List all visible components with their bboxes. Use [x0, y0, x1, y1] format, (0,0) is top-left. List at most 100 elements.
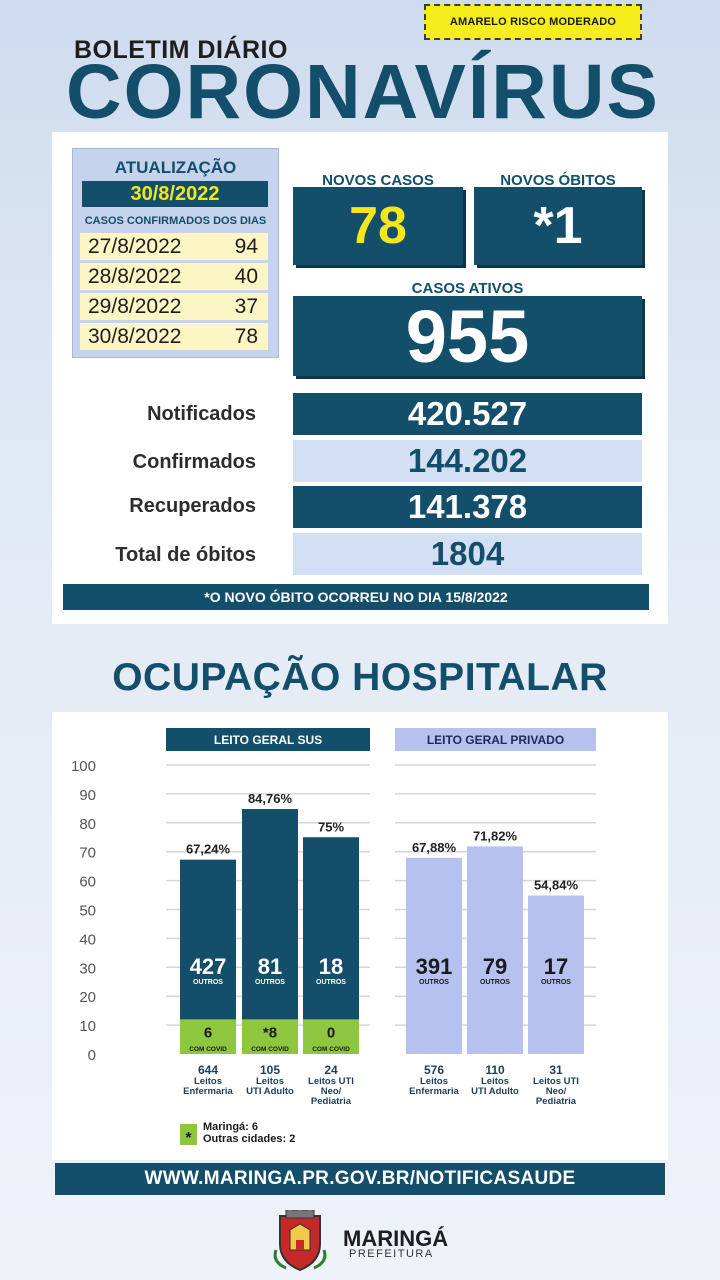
footnote-marker	[180, 1124, 197, 1145]
day-date: 27/8/2022	[88, 234, 182, 258]
footnote-line: Maringá: 6	[203, 1121, 258, 1133]
covid-segment	[180, 1019, 236, 1054]
bulletin-subtitle: BOLETIM DIÁRIO	[74, 36, 288, 64]
bed-type-label: Leitos	[420, 1076, 448, 1087]
total-deaths-label: Total de óbitos	[115, 544, 256, 566]
occupancy-bar	[406, 857, 462, 1054]
occupancy-bar	[242, 809, 298, 1054]
covid-segment	[242, 1019, 298, 1054]
outros-label: OUTROS	[316, 979, 346, 986]
outros-count: 18	[319, 954, 343, 979]
occupancy-bar	[467, 846, 523, 1054]
logo-name: MARINGÁ	[343, 1226, 449, 1251]
confirmed-label: Confirmados	[132, 451, 256, 473]
bed-type-label: Enfermaria	[409, 1086, 459, 1097]
y-tick-label: 100	[71, 758, 96, 775]
day-date: 28/8/2022	[88, 264, 182, 288]
total-deaths-value: 1804	[293, 533, 642, 575]
group-header	[395, 728, 596, 751]
covid-count: 0	[327, 1024, 335, 1041]
group-header	[166, 728, 370, 751]
group-header-label: LEITO GERAL SUS	[214, 733, 322, 747]
day-count: 37	[234, 294, 258, 318]
new-cases-label: NOVOS CASOS	[322, 172, 434, 189]
bed-type-label: UTI Adulto	[471, 1086, 519, 1097]
y-tick-label: 20	[79, 989, 96, 1006]
covid-label: COM COVID	[312, 1046, 350, 1053]
y-tick-label: 80	[79, 816, 96, 833]
bed-type-label: Pediatria	[311, 1096, 352, 1107]
bed-type-label: Pediatria	[536, 1096, 577, 1107]
outros-count: 427	[190, 954, 227, 979]
occupancy-pct-label: 75%	[318, 819, 344, 834]
group-header-label: LEITO GERAL PRIVADO	[427, 733, 564, 747]
covid-label: COM COVID	[251, 1046, 289, 1053]
outros-count: 79	[483, 954, 507, 979]
outros-label: OUTROS	[419, 979, 449, 986]
active-cases-value: 955	[293, 295, 642, 378]
bed-type-label: Leitos	[256, 1076, 284, 1087]
day-count: 40	[234, 264, 258, 288]
bed-type-label: Enfermaria	[183, 1086, 233, 1097]
death-date-note: *O NOVO ÓBITO OCORREU NO DIA 15/8/2022	[63, 584, 649, 610]
day-count: 78	[234, 324, 258, 348]
confirmed-days-label: CASOS CONFIRMADOS DOS DIAS	[84, 215, 267, 227]
bed-count: 24	[324, 1063, 338, 1077]
y-tick-label: 10	[79, 1018, 96, 1035]
risk-level-badge: AMARELO RISCO MODERADO	[424, 4, 642, 40]
bed-count: 576	[424, 1063, 444, 1077]
footnote-asterisk: *	[185, 1130, 192, 1147]
recovered-label: Recuperados	[129, 495, 256, 517]
bed-count: 31	[549, 1063, 563, 1077]
occupancy-pct-label: 84,76%	[248, 791, 293, 806]
bed-type-label: UTI Adulto	[246, 1086, 294, 1097]
outros-count: 81	[258, 954, 282, 979]
covid-label: COM COVID	[189, 1046, 227, 1053]
bed-type-label: Leitos	[481, 1076, 509, 1087]
day-row: 28/8/2022 40	[80, 263, 268, 290]
notified-label: Notificados	[147, 403, 256, 425]
confirmed-value: 144.202	[293, 440, 642, 482]
bed-type-label: Leitos	[194, 1076, 222, 1087]
active-cases-label: CASOS ATIVOS	[411, 280, 524, 297]
new-deaths-value: *1	[474, 187, 642, 265]
y-tick-label: 50	[79, 903, 96, 920]
outros-count: 391	[416, 954, 453, 979]
new-cases-value: 78	[293, 187, 463, 265]
occupancy-pct-label: 71,82%	[473, 828, 518, 843]
bed-count: 644	[198, 1063, 218, 1077]
day-count: 94	[234, 234, 258, 258]
notified-value: 420.527	[293, 393, 642, 435]
outros-label: OUTROS	[541, 979, 571, 986]
logo-subtitle: PREFEITURA	[349, 1248, 434, 1260]
occupancy-pct-label: 54,84%	[534, 878, 579, 893]
outros-count: 17	[544, 954, 568, 979]
occupancy-pct-label: 67,24%	[186, 842, 231, 857]
day-date: 30/8/2022	[88, 324, 182, 348]
y-tick-label: 90	[79, 787, 96, 804]
outros-label: OUTROS	[255, 979, 285, 986]
bed-type-label: Neo/	[546, 1086, 567, 1097]
bed-type-label: Leitos UTI	[308, 1076, 354, 1087]
city-coat-of-arms-icon	[273, 1210, 327, 1272]
y-tick-label: 0	[88, 1047, 96, 1064]
bed-type-label: Neo/	[321, 1086, 342, 1097]
update-date: 30/8/2022	[82, 181, 268, 207]
occupancy-bar	[303, 837, 359, 1054]
bed-count: 105	[260, 1063, 280, 1077]
recovered-value: 141.378	[293, 486, 642, 528]
y-tick-label: 30	[79, 960, 96, 977]
day-date: 29/8/2022	[88, 294, 182, 318]
covid-count: *8	[263, 1024, 277, 1041]
y-tick-label: 60	[79, 874, 96, 891]
day-row: 29/8/2022 37	[80, 293, 268, 320]
outros-label: OUTROS	[193, 979, 223, 986]
new-deaths-label: NOVOS ÓBITOS	[500, 172, 616, 189]
footnote-line: Outras cidades: 2	[203, 1133, 295, 1145]
website-banner[interactable]: WWW.MARINGA.PR.GOV.BR/NOTIFICASAUDE	[55, 1163, 665, 1195]
y-tick-label: 40	[79, 931, 96, 948]
day-row: 30/8/2022 78	[80, 323, 268, 350]
covid-segment	[303, 1019, 359, 1054]
covid-count: 6	[204, 1024, 212, 1041]
